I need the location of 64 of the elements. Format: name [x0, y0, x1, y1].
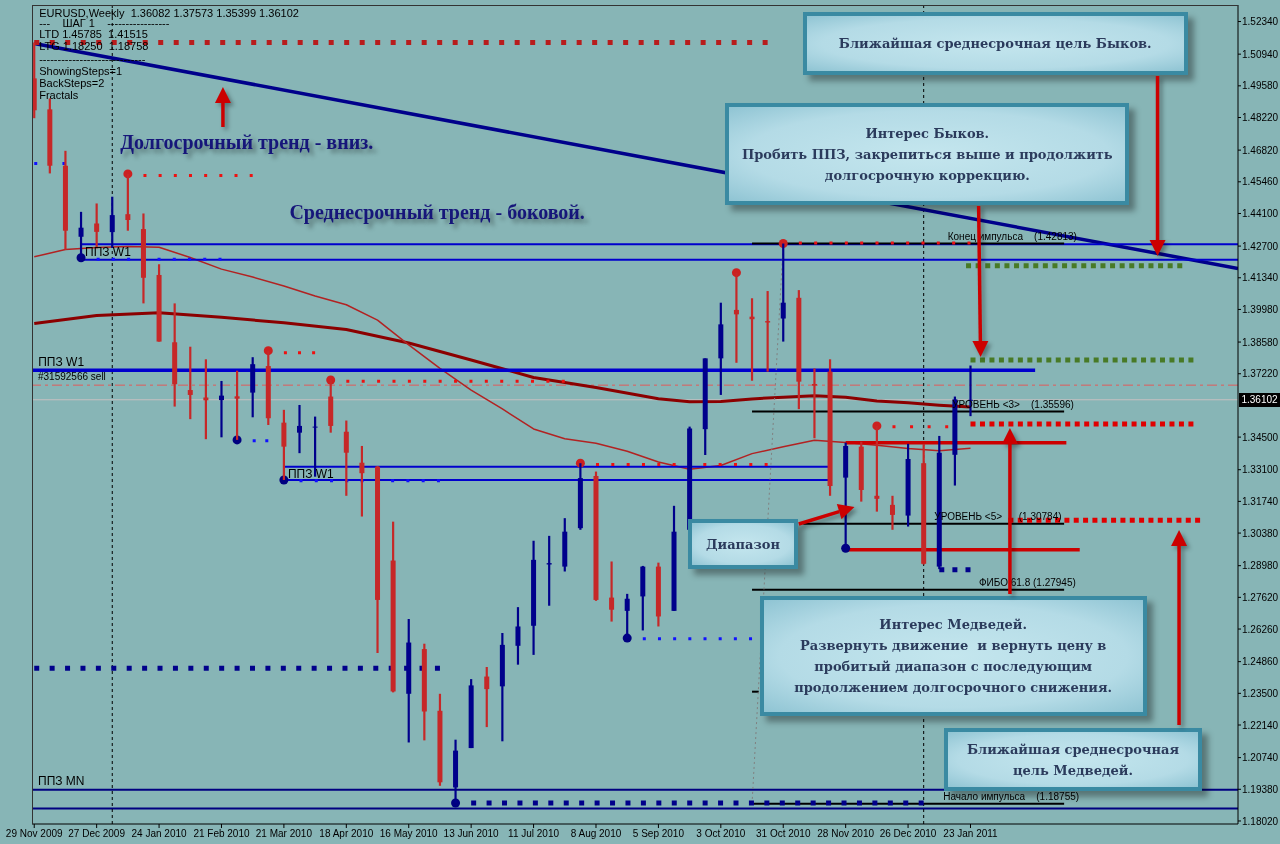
- y-tick-label: 1.19380: [1242, 783, 1279, 795]
- y-tick-label: 1.46820: [1242, 144, 1279, 156]
- y-tick-label: 1.45460: [1242, 176, 1279, 188]
- annotation: LTD 1.45785 1.41515: [39, 27, 148, 41]
- annotation: Ближайшая среднесрочная цель Медведей.: [966, 740, 1180, 780]
- y-tick-label: 1.18020: [1242, 815, 1279, 827]
- text-box: Интерес Быков. Пробить ППЗ, закрепиться выше и продолжить долгосрочную коррекцию.: [725, 103, 1130, 205]
- text-box: Ближайшая среднесрочная цель Быков.: [802, 12, 1188, 75]
- text-box: Диапазон: [688, 519, 798, 569]
- x-tick-label: 26 Dec 2010: [879, 828, 937, 840]
- y-tick-label: 1.30380: [1242, 527, 1279, 539]
- x-tick-label: 13 Jun 2010: [443, 828, 500, 840]
- x-tick-label: 24 Jan 2010: [131, 828, 188, 840]
- text-box: Интерес Медведей. Развернуть движение и вернуть цену в пробитый диапазон с последующим продолжением долгосрочного снижения.: [759, 596, 1147, 716]
- y-tick-label: 1.27620: [1242, 591, 1279, 603]
- ref-line-label: ППЗ MN: [38, 773, 85, 788]
- ref-line-label: #31592566 sell: [38, 371, 106, 384]
- y-tick-label: 1.20740: [1242, 752, 1279, 764]
- x-tick-label: 8 Aug 2010: [570, 828, 622, 840]
- y-tick-label: 1.42700: [1242, 240, 1279, 252]
- x-tick-label: 28 Nov 2010: [817, 828, 875, 840]
- annotation: Начало импульса (1.18755): [943, 791, 1080, 803]
- annotation: ShowingSteps=1: [39, 64, 123, 78]
- x-tick-label: 29 Nov 2009: [5, 828, 64, 840]
- x-tick-label: 18 Apr 2010: [319, 828, 374, 840]
- x-tick-label: 16 May 2010: [379, 828, 439, 840]
- annotation: Интерес Медведей. Развернуть движение и вернуть цену в пробитый диапазон с последующим продолжением долгосрочного снижения.: [794, 616, 1113, 697]
- y-tick-label: 1.52340: [1242, 16, 1279, 28]
- y-tick-label: 1.37220: [1242, 368, 1279, 380]
- annotation: -----------------------------: [39, 52, 146, 66]
- y-tick-label: 1.49580: [1242, 80, 1279, 92]
- annotation: ППЗ W1: [287, 467, 334, 482]
- annotation: Долгосрочный тренд - вниз.: [120, 130, 374, 154]
- y-tick-label: 1.26260: [1242, 623, 1279, 635]
- annotation: Среднесрочный тренд - боковой.: [289, 200, 585, 224]
- x-tick-label: 31 Oct 2010: [756, 828, 811, 840]
- y-tick-label: 1.44100: [1242, 208, 1279, 220]
- y-tick-label: 1.31740: [1242, 495, 1279, 507]
- y-tick-label: 1.33100: [1242, 464, 1279, 476]
- annotation: Диапазон: [705, 535, 781, 554]
- annotation: Интерес Быков. Пробить ППЗ, закрепиться выше и продолжить долгосрочную коррекцию.: [741, 124, 1113, 185]
- text-box: Ближайшая среднесрочная цель Медведей.: [944, 728, 1202, 791]
- x-tick-label: 21 Feb 2010: [193, 828, 250, 840]
- x-tick-label: 21 Mar 2010: [255, 828, 313, 840]
- y-tick-label: 1.41340: [1242, 272, 1279, 284]
- x-tick-label: 11 Jul 2010: [508, 828, 560, 840]
- y-tick-label: 1.38580: [1242, 336, 1279, 348]
- annotation: ППЗ W1: [85, 244, 131, 259]
- y-tick-label: 1.34500: [1242, 431, 1279, 443]
- annotation: ППЗ W1: [38, 354, 85, 369]
- annotation: Ближайшая среднесрочная цель Быков.: [838, 35, 1152, 53]
- y-tick-label: 1.39980: [1242, 304, 1279, 315]
- x-tick-label: 5 Sep 2010: [632, 828, 685, 840]
- y-tick-label: 1.50940: [1242, 48, 1279, 60]
- y-tick-label: 1.23500: [1242, 687, 1279, 699]
- y-tick-label: 1.48220: [1242, 112, 1279, 124]
- annotation: BackSteps=2: [39, 76, 105, 90]
- annotation: Fractals: [39, 88, 79, 102]
- x-tick-label: 27 Dec 2009: [68, 828, 126, 840]
- y-tick-label: 1.24860: [1242, 656, 1279, 668]
- x-tick-label: 3 Oct 2010: [696, 828, 746, 840]
- x-tick-label: 23 Jan 2011: [943, 828, 999, 840]
- y-tick-label: 1.28980: [1242, 560, 1279, 572]
- y-tick-label: 1.22140: [1242, 719, 1279, 731]
